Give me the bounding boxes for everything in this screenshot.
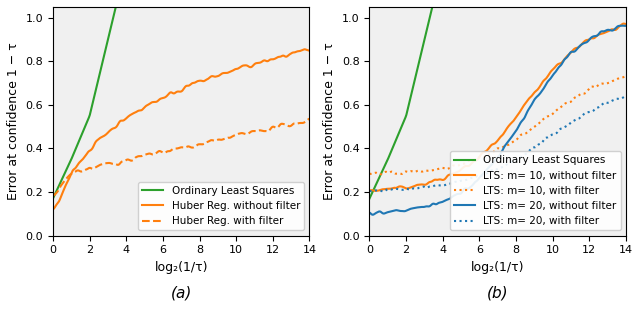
- Ordinary Least Squares: [365, 197, 373, 200]
- Text: (b): (b): [487, 286, 509, 301]
- LTS: m= 20, without filter: (8.33, 0.528): m= 20, without filter: (8.33, 0.528): [518, 119, 526, 122]
- LTS: m= 20, without filter: (0.0468, 0.103): m= 20, without filter: (0.0468, 0.103): [367, 211, 374, 215]
- LTS: m= 20, without filter: (8.38, 0.532): m= 20, without filter: (8.38, 0.532): [519, 118, 527, 122]
- LTS: m= 20, without filter: (13.8, 0.964): m= 20, without filter: (13.8, 0.964): [619, 24, 627, 28]
- LTS: m= 10, with filter: (0.562, 0.281): m= 10, with filter: (0.562, 0.281): [376, 173, 383, 176]
- LTS: m= 10, without filter: (8.38, 0.592): m= 10, without filter: (8.38, 0.592): [519, 105, 527, 108]
- LTS: m= 10, without filter: (8.62, 0.619): m= 10, without filter: (8.62, 0.619): [524, 99, 531, 103]
- Huber Reg. without filter: [201, 79, 209, 82]
- LTS: m= 10, without filter: (13.9, 0.973): m= 10, without filter: (13.9, 0.973): [620, 22, 627, 25]
- LTS: m= 10, with filter: (0, 0.284): m= 10, with filter: (0, 0.284): [365, 172, 373, 175]
- LTS: m= 10, with filter: (0.0468, 0.284): m= 10, with filter: (0.0468, 0.284): [367, 172, 374, 176]
- Y-axis label: Error at confidence 1 − τ: Error at confidence 1 − τ: [323, 42, 337, 200]
- LTS: m= 10, without filter: (0, 0.208): m= 10, without filter: (0, 0.208): [365, 188, 373, 192]
- LTS: m= 10, without filter: (11.8, 0.898): m= 10, without filter: (11.8, 0.898): [582, 38, 590, 42]
- LTS: m= 10, without filter: (0.0468, 0.208): m= 10, without filter: (0.0468, 0.208): [367, 188, 374, 192]
- LTS: m= 10, with filter: (14, 0.732): m= 10, with filter: (14, 0.732): [622, 74, 630, 78]
- Huber Reg. with filter: [202, 141, 209, 144]
- LTS: m= 20, without filter: (11.8, 0.888): m= 20, without filter: (11.8, 0.888): [582, 41, 590, 44]
- LTS: m= 10, with filter: (8.38, 0.466): m= 10, with filter: (8.38, 0.466): [519, 132, 527, 136]
- Huber Reg. with filter: [306, 117, 314, 121]
- LTS: m= 10, with filter: (12.7, 0.698): m= 10, with filter: (12.7, 0.698): [599, 82, 607, 86]
- LTS: m= 20, with filter: (11.8, 0.564): m= 20, with filter: (11.8, 0.564): [582, 111, 590, 115]
- LTS: m= 20, without filter: (12.7, 0.938): m= 20, without filter: (12.7, 0.938): [599, 29, 607, 33]
- Huber Reg. without filter: [202, 78, 209, 82]
- Line: LTS: m= 10, with filter: LTS: m= 10, with filter: [369, 76, 626, 175]
- Ordinary Least Squares: [50, 195, 58, 199]
- LTS: m= 10, without filter: (0.328, 0.205): m= 10, without filter: (0.328, 0.205): [372, 189, 380, 193]
- LTS: m= 20, with filter: (0.796, 0.202): m= 20, with filter: (0.796, 0.202): [380, 190, 388, 193]
- LTS: m= 20, without filter: (0.187, 0.0955): m= 20, without filter: (0.187, 0.0955): [369, 213, 377, 217]
- LTS: m= 20, with filter: (8.62, 0.381): m= 20, with filter: (8.62, 0.381): [524, 151, 531, 154]
- Huber Reg. with filter: [266, 129, 273, 132]
- Huber Reg. with filter: [49, 194, 57, 198]
- LTS: m= 10, with filter: (11.8, 0.659): m= 10, with filter: (11.8, 0.659): [582, 90, 590, 94]
- Y-axis label: Error at confidence 1 − τ: Error at confidence 1 − τ: [7, 42, 20, 200]
- Huber Reg. with filter: [206, 139, 214, 143]
- Huber Reg. without filter: [50, 207, 58, 210]
- LTS: m= 10, without filter: (14, 0.971): m= 10, without filter: (14, 0.971): [622, 22, 630, 26]
- Huber Reg. with filter: [50, 193, 58, 197]
- LTS: m= 20, with filter: (12.7, 0.605): m= 20, with filter: (12.7, 0.605): [599, 102, 607, 106]
- Huber Reg. without filter: [266, 58, 273, 62]
- LTS: m= 10, without filter: (12.7, 0.929): m= 10, without filter: (12.7, 0.929): [599, 32, 607, 35]
- LTS: m= 10, with filter: (8.33, 0.465): m= 10, with filter: (8.33, 0.465): [518, 132, 526, 136]
- Ordinary Least Squares: [367, 195, 374, 199]
- LTS: m= 20, with filter: (8.33, 0.365): m= 20, with filter: (8.33, 0.365): [518, 154, 526, 158]
- Huber Reg. without filter: [282, 55, 289, 59]
- LTS: m= 20, without filter: (8.62, 0.569): m= 20, without filter: (8.62, 0.569): [524, 110, 531, 113]
- Huber Reg. without filter: [306, 49, 314, 52]
- Huber Reg. with filter: [282, 123, 289, 126]
- LTS: m= 20, without filter: (14, 0.963): m= 20, without filter: (14, 0.963): [622, 24, 630, 28]
- Line: LTS: m= 10, without filter: LTS: m= 10, without filter: [369, 24, 626, 191]
- LTS: m= 20, with filter: (0, 0.204): m= 20, with filter: (0, 0.204): [365, 189, 373, 193]
- Legend: Ordinary Least Squares, Huber Reg. without filter, Huber Reg. with filter: Ordinary Least Squares, Huber Reg. witho…: [138, 182, 304, 230]
- Huber Reg. with filter: [201, 141, 209, 145]
- LTS: m= 20, with filter: (0.0468, 0.204): m= 20, with filter: (0.0468, 0.204): [367, 189, 374, 193]
- Line: Ordinary Least Squares: Ordinary Least Squares: [53, 0, 310, 198]
- Text: (a): (a): [170, 286, 192, 301]
- LTS: m= 10, without filter: (8.33, 0.586): m= 10, without filter: (8.33, 0.586): [518, 106, 526, 110]
- Line: Ordinary Least Squares: Ordinary Least Squares: [369, 0, 626, 198]
- LTS: m= 20, with filter: (8.38, 0.367): m= 20, with filter: (8.38, 0.367): [519, 154, 527, 157]
- Line: Huber Reg. with filter: Huber Reg. with filter: [53, 119, 310, 196]
- LTS: m= 20, without filter: (0, 0.105): m= 20, without filter: (0, 0.105): [365, 211, 373, 215]
- Huber Reg. without filter: [206, 75, 214, 79]
- Line: Huber Reg. without filter: Huber Reg. without filter: [53, 49, 310, 209]
- Huber Reg. without filter: [300, 47, 308, 51]
- Huber Reg. without filter: [49, 207, 57, 211]
- Line: LTS: m= 20, with filter: LTS: m= 20, with filter: [369, 96, 626, 192]
- X-axis label: log₂(1/τ): log₂(1/τ): [471, 261, 525, 274]
- Legend: Ordinary Least Squares, LTS: m= 10, without filter, LTS: m= 10, with filter, LTS: Ordinary Least Squares, LTS: m= 10, with…: [450, 151, 621, 230]
- LTS: m= 20, with filter: (14, 0.641): m= 20, with filter: (14, 0.641): [622, 94, 630, 98]
- Line: LTS: m= 20, without filter: LTS: m= 20, without filter: [369, 26, 626, 215]
- Ordinary Least Squares: [49, 197, 57, 200]
- LTS: m= 10, with filter: (8.62, 0.475): m= 10, with filter: (8.62, 0.475): [524, 131, 531, 134]
- X-axis label: log₂(1/τ): log₂(1/τ): [154, 261, 208, 274]
